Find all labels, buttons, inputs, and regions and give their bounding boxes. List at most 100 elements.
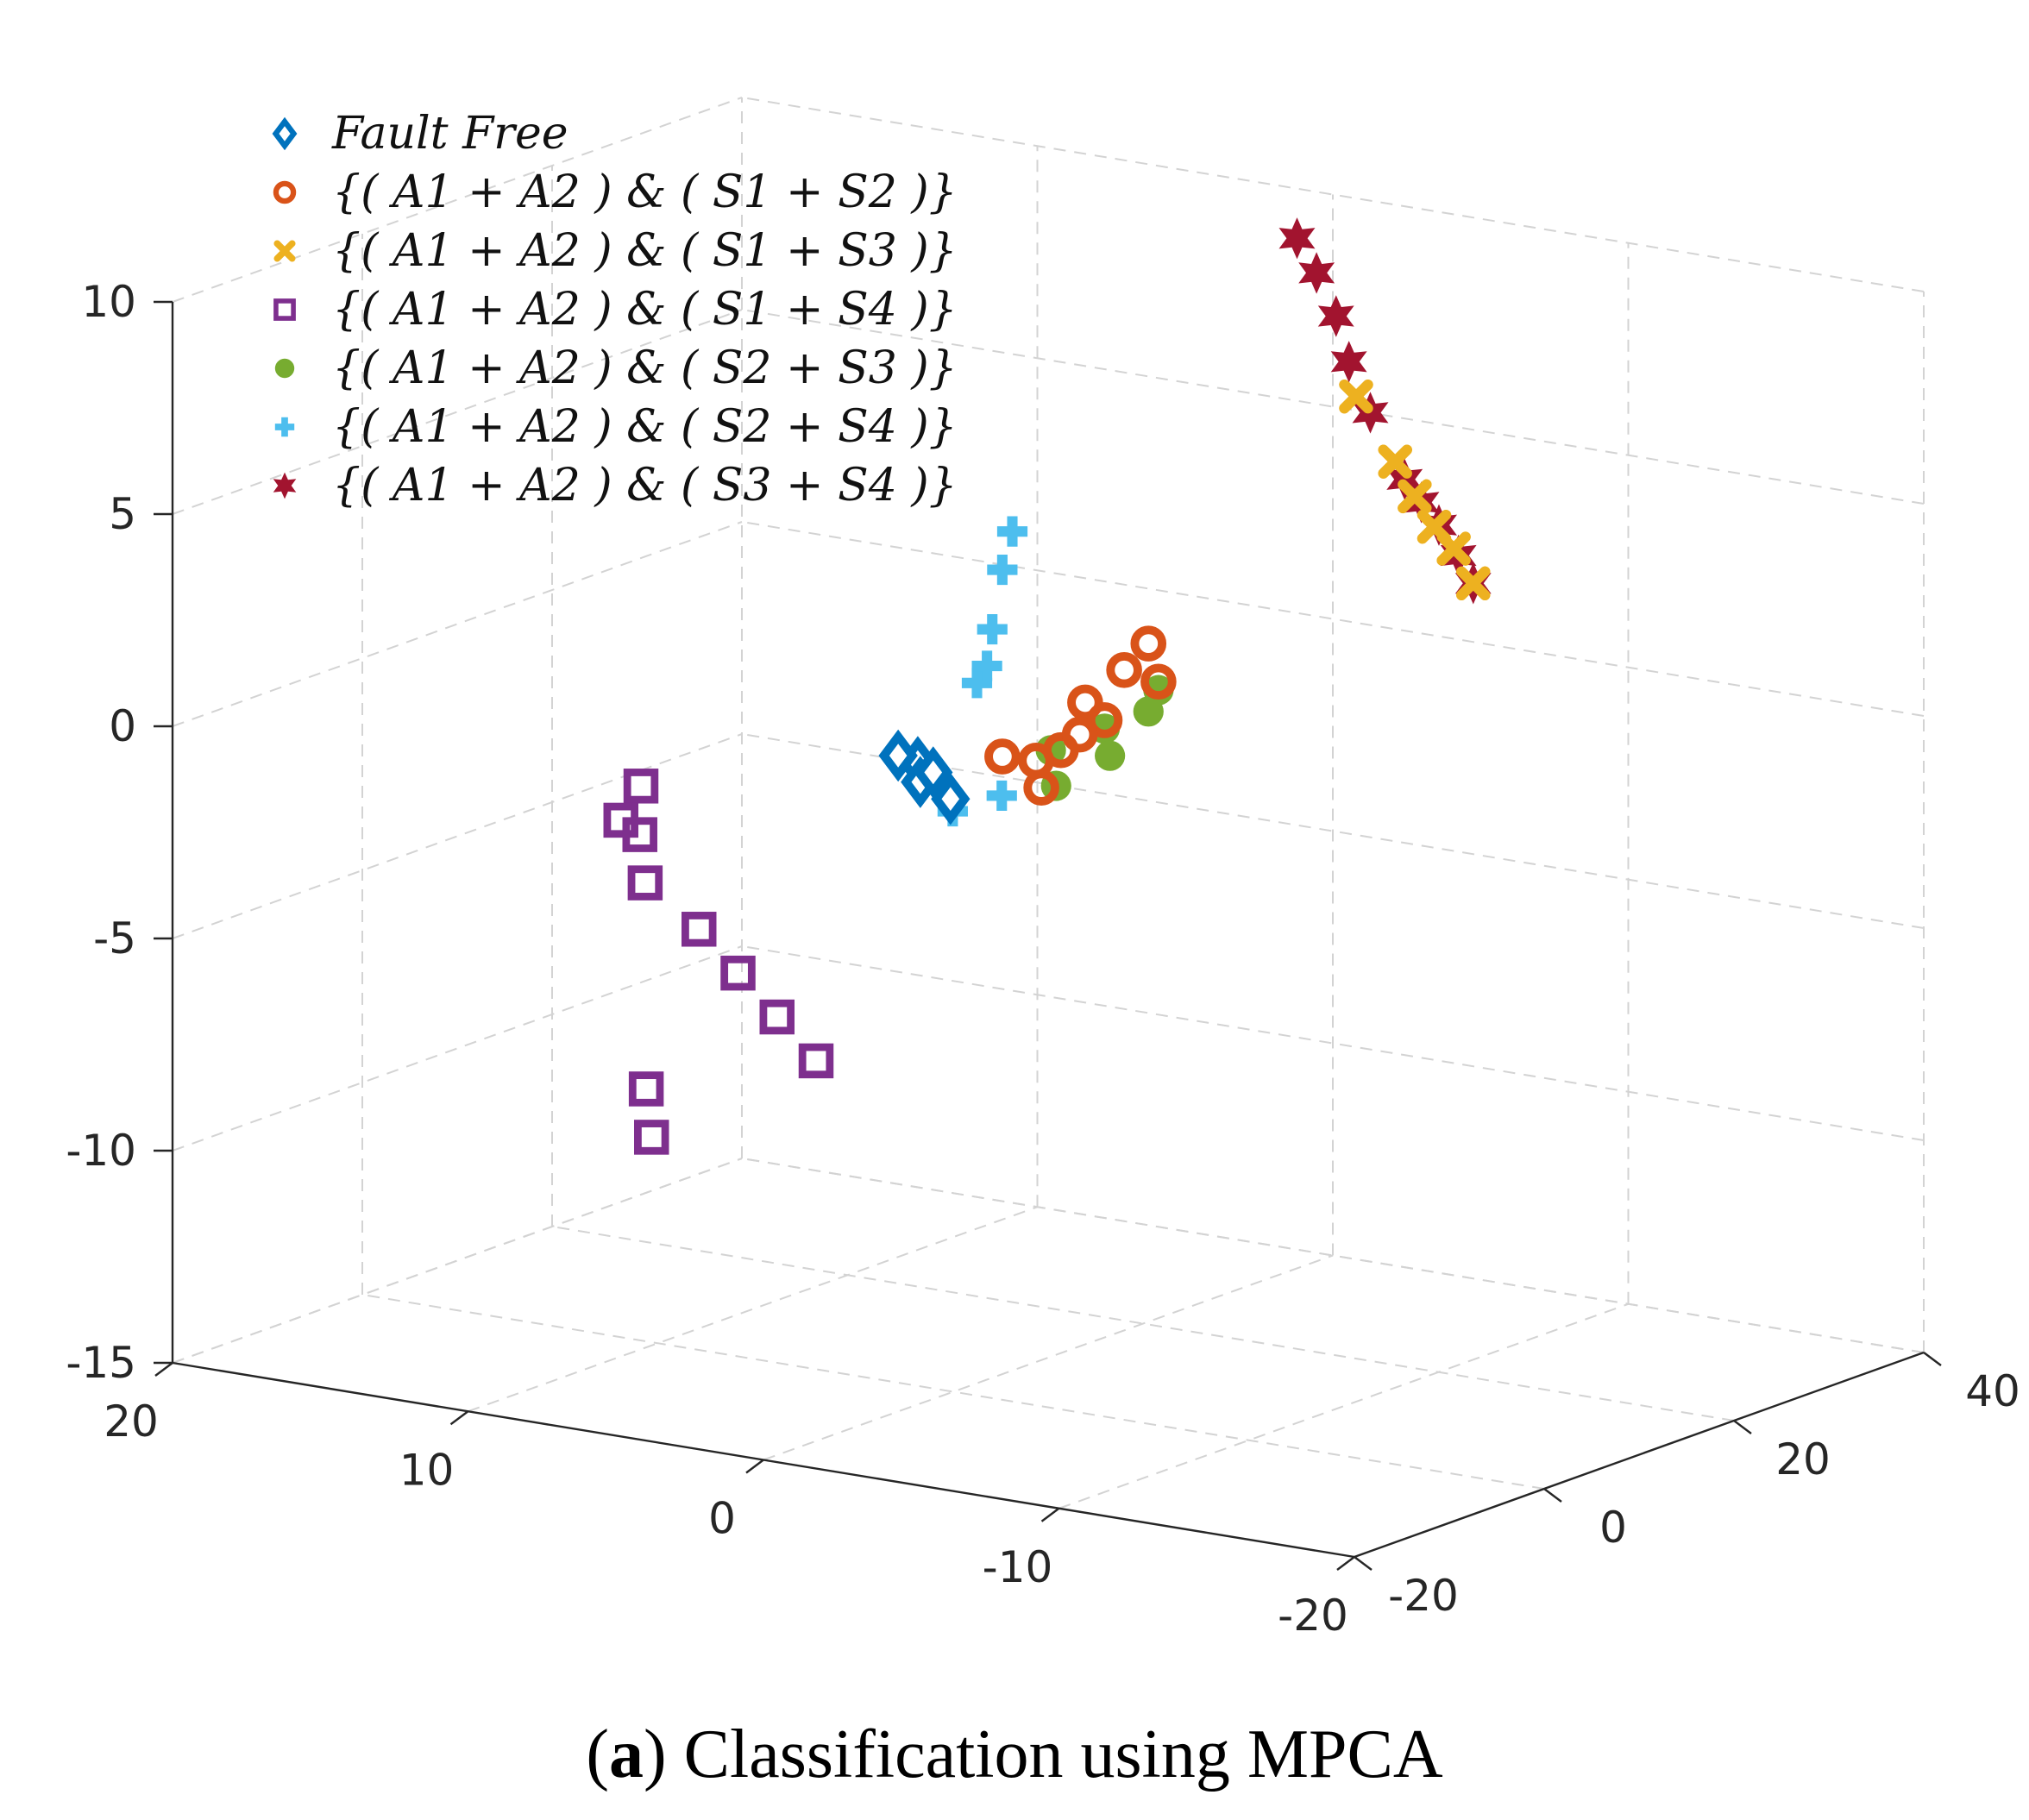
legend-marker — [273, 180, 297, 204]
data-point — [720, 955, 756, 991]
back-wall-gridline-z — [741, 1158, 1925, 1353]
caption-letter: a — [609, 1716, 644, 1792]
legend-label: {( A1 + A2 ) & ( S1 + S4 )} — [332, 284, 958, 336]
data-point — [1140, 663, 1177, 700]
series-circle — [984, 625, 1177, 806]
z-tick-label: 0 — [109, 701, 136, 751]
data-point — [1095, 740, 1126, 771]
left-wall-gridline-z — [172, 733, 743, 939]
series-square — [603, 769, 834, 1155]
data-point — [634, 1120, 669, 1155]
legend-label: {( A1 + A2 ) & ( S2 + S3 )} — [332, 342, 958, 394]
x-tick-label: 0 — [708, 1494, 736, 1544]
data-point — [1330, 341, 1367, 383]
z-tick-label: 10 — [81, 277, 136, 327]
left-wall-gridline-z — [172, 521, 743, 727]
figure-caption: (a) Classification using MPCA — [586, 1716, 1443, 1792]
y-tick-label: 0 — [1599, 1503, 1627, 1553]
back-wall-gridline-z — [741, 309, 1925, 505]
data-point — [623, 769, 659, 804]
data-point — [1339, 380, 1373, 414]
x-tick-label: -10 — [983, 1542, 1053, 1592]
y-axis-line — [1354, 1351, 1925, 1559]
x-tick-mark — [1040, 1507, 1060, 1522]
data-point — [628, 1071, 664, 1107]
legend-marker — [274, 417, 295, 437]
left-wall-gridline-z — [172, 97, 743, 303]
caption-prefix: ( — [586, 1716, 609, 1792]
data-point — [1386, 458, 1423, 500]
legend-marker — [274, 358, 295, 379]
data-point — [986, 780, 1017, 812]
x-tick-label: 20 — [104, 1396, 159, 1447]
x-tick-label: 10 — [399, 1445, 455, 1495]
caption-text: ) Classification using MPCA — [644, 1716, 1443, 1792]
back-wall-gridline-z — [741, 945, 1925, 1141]
data-point — [759, 999, 795, 1035]
legend-label: Fault Free — [331, 108, 568, 160]
data-point — [987, 554, 1018, 586]
data-point — [971, 650, 1002, 681]
data-point — [798, 1043, 834, 1079]
floor-gridline-y — [361, 1294, 1545, 1490]
ticks-layer: -15 -10 -5 0 5 10 20 10 0 -10 -20 -20 0 20 40 — [66, 277, 2020, 1641]
data-point — [622, 817, 657, 852]
x-tick-mark — [154, 1362, 173, 1377]
data-point — [1378, 444, 1412, 479]
x-tick-mark — [1336, 1556, 1355, 1571]
y-tick-label: -20 — [1388, 1571, 1459, 1621]
data-point — [1298, 252, 1335, 294]
series-x — [1339, 380, 1491, 600]
y-tick-label: 40 — [1965, 1366, 2020, 1416]
y-tick-label: 20 — [1775, 1434, 1831, 1484]
data-point — [984, 738, 1021, 775]
data-point — [977, 613, 1008, 645]
legend-label: {( A1 + A2 ) & ( S3 + S4 )} — [332, 460, 958, 511]
z-tick-label: 5 — [109, 489, 136, 539]
series-diamond — [878, 729, 971, 825]
floor-gridline-x — [763, 1254, 1334, 1461]
x-tick-mark — [449, 1410, 469, 1426]
points-layer — [603, 217, 1492, 1155]
data-point — [961, 668, 993, 699]
left-wall-gridline-z — [172, 1158, 743, 1364]
left-wall-gridline-z — [172, 309, 743, 515]
legend-marker — [273, 240, 296, 262]
data-point — [878, 729, 918, 782]
z-tick-label: -15 — [66, 1338, 136, 1388]
data-point — [682, 912, 717, 947]
data-point — [1436, 531, 1471, 566]
legend-marker — [273, 472, 297, 499]
data-point — [1086, 702, 1123, 738]
data-point — [1067, 684, 1103, 721]
y-tick-mark — [1733, 1420, 1752, 1434]
y-tick-mark — [1923, 1352, 1942, 1366]
x-tick-mark — [745, 1459, 764, 1474]
data-point — [1130, 625, 1167, 662]
data-point — [1278, 217, 1316, 260]
x-tick-label: -20 — [1278, 1591, 1348, 1641]
data-point — [1018, 743, 1054, 779]
z-tick-label: -5 — [93, 913, 136, 963]
data-point — [1456, 566, 1491, 600]
data-point — [627, 865, 663, 901]
data-point — [1133, 696, 1164, 727]
y-tick-mark — [1543, 1488, 1562, 1503]
back-wall-gridline-z — [741, 97, 1925, 292]
y-tick-mark — [1354, 1556, 1373, 1571]
legend-marker — [272, 116, 298, 151]
left-wall-gridline-z — [172, 945, 743, 1152]
floor-gridline-x — [468, 1206, 1038, 1413]
floor-gridline-y — [551, 1226, 1735, 1421]
data-point — [931, 773, 971, 825]
back-wall-gridline-z — [741, 521, 1925, 717]
data-point — [1317, 295, 1354, 337]
legend-marker — [273, 298, 296, 321]
data-point — [1398, 479, 1432, 514]
floor-gridline-x — [1058, 1302, 1629, 1509]
data-point — [1106, 651, 1142, 688]
data-point — [996, 516, 1028, 547]
legend-label: {( A1 + A2 ) & ( S1 + S3 )} — [332, 225, 958, 277]
data-point — [1061, 716, 1098, 753]
